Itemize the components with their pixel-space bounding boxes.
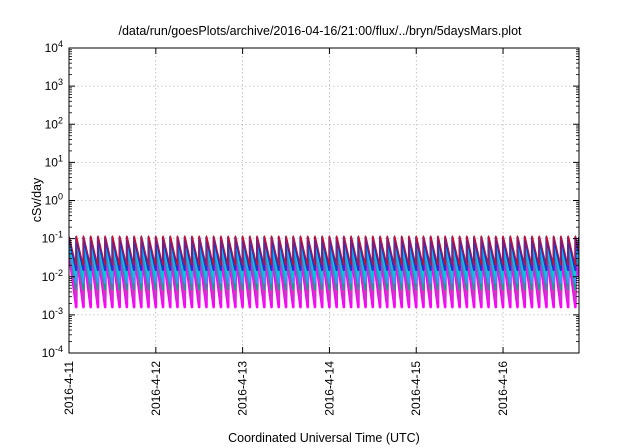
chart-title: /data/run/goesPlots/archive/2016-04-16/2… [118, 24, 522, 38]
series-line-8 [69, 235, 579, 266]
y-tick-label: 10-1 [42, 230, 63, 246]
x-axis-label: Coordinated Universal Time (UTC) [228, 431, 420, 445]
x-axis: 2016-4-11 2016-4-12 2016-4-13 2016-4-14 2016… [62, 48, 510, 416]
x-tick-label: 2016-4-13 [236, 361, 250, 416]
x-tick-label: 2016-4-16 [496, 361, 510, 416]
x-tick-label: 2016-4-15 [409, 361, 423, 416]
y-tick-label: 104 [45, 39, 63, 55]
y-axis-label: cSv/day [30, 177, 44, 222]
y-tick-label: 10-4 [42, 344, 63, 360]
x-tick-label: 2016-4-11 [62, 361, 76, 415]
y-tick-label: 100 [45, 192, 63, 208]
series-layer [69, 235, 579, 309]
y-tick-label: 103 [45, 77, 63, 93]
y-tick-label: 10-3 [42, 306, 63, 322]
series-line-4 [69, 249, 579, 291]
y-axis: 10-4 10-3 10-2 10-1 100 101 102 103 104 [42, 39, 579, 360]
x-tick-label: 2016-4-14 [322, 361, 336, 416]
y-tick-label: 102 [45, 115, 63, 131]
y-tick-label: 101 [45, 153, 63, 169]
series-line-7 [69, 235, 579, 272]
x-tick-label: 2016-4-12 [149, 361, 163, 416]
y-tick-label: 10-2 [42, 268, 63, 284]
